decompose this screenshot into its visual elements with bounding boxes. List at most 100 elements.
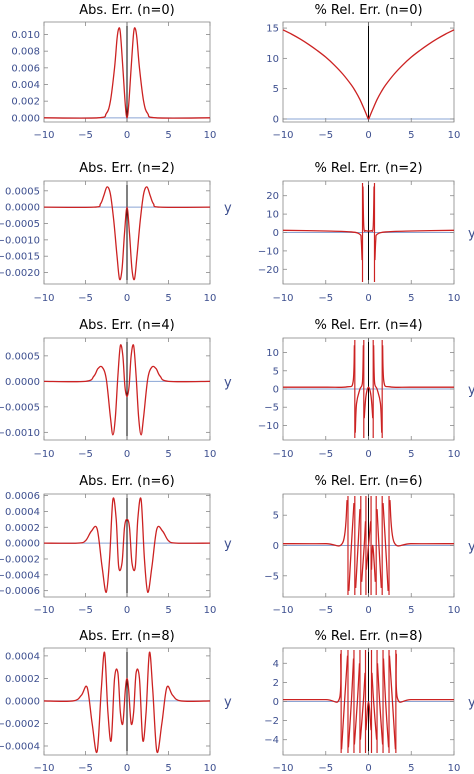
- chart-abs-n4-xtick-label: −5: [78, 449, 93, 460]
- chart-abs-n2-xtick-label: 5: [165, 293, 171, 304]
- chart-rel-n4-title: % Rel. Err. (n=4): [314, 318, 422, 333]
- chart-abs-n0-ytick-label: 0.010: [11, 30, 40, 41]
- chart-rel-n6: % Rel. Err. (n=6) −10 −5 0 5 10 5 0 −5 y: [264, 474, 474, 616]
- chart-abs-n8-xtick-label: 5: [165, 763, 171, 774]
- chart-rel-n2-ytick-label: 10: [266, 210, 279, 221]
- chart-rel-n8-ytick-label: 2: [273, 678, 279, 689]
- chart-rel-n4-xtick-label: 10: [448, 449, 461, 460]
- chart-abs-n0-xtick-label: 0: [124, 130, 130, 141]
- chart-rel-n6-xtick-label: 10: [448, 605, 461, 616]
- chart-abs-n6-series-line: [43, 497, 211, 593]
- chart-abs-n0-xtick-label: −10: [33, 130, 54, 141]
- chart-abs-n2-ytick-label: −0.0010: [0, 235, 40, 246]
- chart-rel-n8-xtick-label: 5: [408, 763, 414, 774]
- chart-rel-n4-xtick-label: −10: [272, 449, 293, 460]
- chart-rel-n8-ytick-label: 0: [273, 697, 279, 708]
- chart-rel-n6-xtick-label: −5: [318, 605, 333, 616]
- chart-rel-n4-xtick-label: 0: [365, 449, 371, 460]
- chart-abs-n8-ytick-label: 0.0000: [5, 696, 40, 707]
- chart-abs-n8-xtick-label: −5: [78, 763, 93, 774]
- chart-abs-n8-xtick-label: 0: [124, 763, 130, 774]
- chart-rel-n2-series-line: [282, 186, 455, 261]
- chart-rel-n2-xtick-label: 0: [365, 293, 371, 304]
- chart-rel-n0-xtick-label: −10: [272, 130, 293, 141]
- chart-rel-n0-ytick-label: 15: [266, 24, 279, 35]
- chart-rel-n8: % Rel. Err. (n=8) −10 −5 0 5 10 4 2 0 −2 −4 y: [264, 629, 474, 774]
- chart-abs-n4-x-axis-label: y: [224, 375, 232, 390]
- chart-abs-n2-ytick-label: −0.0005: [0, 219, 40, 230]
- chart-abs-n8: Abs. Err. (n=8) −10 −5 0 5 10 0.0004 0.0002 0.00…: [0, 629, 232, 774]
- chart-rel-n6-xtick-label: −10: [272, 605, 293, 616]
- chart-abs-n6-ytick-label: 0.0004: [5, 507, 40, 518]
- chart-rel-n2-xtick-label: 5: [408, 293, 414, 304]
- chart-abs-n0-xtick-label: −5: [78, 130, 93, 141]
- chart-abs-n2-ytick-label: 0.0005: [5, 186, 40, 197]
- chart-abs-n6-x-axis-label: y: [224, 537, 232, 552]
- chart-abs-n8-series-line: [43, 651, 211, 754]
- chart-rel-n6-title: % Rel. Err. (n=6): [314, 474, 422, 489]
- chart-rel-n2: % Rel. Err. (n=2) −10 −5 0 5 10 20 10 0 −10 −20 y: [258, 161, 474, 304]
- chart-abs-n6-title: Abs. Err. (n=6): [79, 474, 174, 489]
- chart-rel-n4-ytick-label: 5: [273, 366, 279, 377]
- chart-rel-n4: % Rel. Err. (n=4) −10 −5 0 5 10 10 5 0 −5 −10 y: [258, 318, 474, 460]
- chart-abs-n2-series-line: [43, 186, 211, 281]
- chart-rel-n6-ytick-label: −5: [264, 571, 279, 582]
- chart-abs-n4-ytick-label: −0.0010: [0, 428, 40, 439]
- chart-rel-n8-ytick-label: −4: [264, 735, 279, 746]
- chart-abs-n6-xtick-label: 0: [124, 605, 130, 616]
- chart-rel-n2-xtick-label: −10: [272, 293, 293, 304]
- chart-abs-n6-ytick-label: −0.0006: [0, 586, 40, 597]
- chart-rel-n4-xtick-label: 5: [408, 449, 414, 460]
- chart-rel-n6-x-axis-label: y: [468, 540, 474, 555]
- chart-abs-n6: Abs. Err. (n=6) −10 −5 0 5 10 0.0006 0.0004 0.00…: [0, 474, 232, 616]
- chart-rel-n2-xtick-label: 10: [448, 293, 461, 304]
- chart-abs-n8-title: Abs. Err. (n=8): [79, 629, 174, 644]
- chart-abs-n0-ytick-label: 0.004: [11, 80, 40, 91]
- chart-abs-n2-ytick-label: −0.0015: [0, 252, 40, 263]
- chart-abs-n8-xtick-label: 10: [204, 763, 217, 774]
- chart-abs-n4: Abs. Err. (n=4) −10 −5 0 5 10 0.0005 0.0000 −0.0…: [0, 318, 232, 460]
- chart-rel-n0-ytick-label: 10: [266, 54, 279, 65]
- chart-abs-n6-xtick-label: −10: [33, 605, 54, 616]
- chart-abs-n4-xtick-label: 10: [204, 449, 217, 460]
- chart-abs-n8-ytick-label: 0.0004: [5, 651, 40, 662]
- chart-rel-n4-x-axis-label: y: [468, 383, 474, 398]
- chart-abs-n4-xtick-label: 5: [165, 449, 171, 460]
- chart-abs-n4-ytick-label: −0.0005: [0, 402, 40, 413]
- chart-rel-n4-ytick-label: −10: [258, 421, 279, 432]
- chart-abs-n8-xtick-label: −10: [33, 763, 54, 774]
- chart-abs-n8-ytick-label: −0.0004: [0, 741, 40, 752]
- chart-abs-n4-xtick-label: 0: [124, 449, 130, 460]
- chart-rel-n6-ytick-label: 5: [273, 511, 279, 522]
- chart-rel-n6-xtick-label: 5: [408, 605, 414, 616]
- chart-rel-n8-xtick-label: −10: [272, 763, 293, 774]
- chart-abs-n2-x-axis-label: y: [224, 201, 232, 216]
- chart-abs-n4-ytick-label: 0.0005: [5, 351, 40, 362]
- chart-abs-n0-title: Abs. Err. (n=0): [79, 3, 174, 18]
- chart-rel-n8-xtick-label: −5: [318, 763, 333, 774]
- chart-abs-n6-ytick-label: −0.0002: [0, 554, 40, 565]
- chart-abs-n0-ytick-label: 0.000: [11, 113, 40, 124]
- chart-rel-n0-xtick-label: 5: [408, 130, 414, 141]
- chart-abs-n2-ytick-label: 0.0000: [5, 203, 40, 214]
- chart-abs-n0: Abs. Err. (n=0) −10 −5 0 5 10 0.000 0.002 0.004 0…: [11, 3, 216, 141]
- chart-rel-n8-title: % Rel. Err. (n=8): [314, 629, 422, 644]
- chart-rel-n8-x-axis-label: y: [468, 696, 474, 711]
- chart-rel-n8-ytick-label: 4: [273, 659, 279, 670]
- chart-abs-n2-xtick-label: −5: [78, 293, 93, 304]
- chart-rel-n4-ytick-label: −5: [264, 403, 279, 414]
- chart-abs-n0-xtick-label: 5: [165, 130, 171, 141]
- chart-abs-n0-xtick-label: 10: [204, 130, 217, 141]
- chart-rel-n8-ytick-label: −2: [264, 716, 279, 727]
- chart-abs-n8-ytick-label: −0.0002: [0, 719, 40, 730]
- chart-rel-n0-title: % Rel. Err. (n=0): [314, 3, 422, 18]
- chart-rel-n4-xtick-label: −5: [318, 449, 333, 460]
- chart-abs-n4-series-line: [43, 344, 211, 436]
- chart-rel-n2-title: % Rel. Err. (n=2): [314, 161, 422, 176]
- chart-abs-n6-ytick-label: −0.0004: [0, 570, 40, 581]
- chart-rel-n8-xtick-label: 0: [365, 763, 371, 774]
- chart-abs-n6-ytick-label: 0.0006: [5, 491, 40, 502]
- chart-abs-n4-xtick-label: −10: [33, 449, 54, 460]
- chart-abs-n6-ytick-label: 0.0000: [5, 539, 40, 550]
- chart-abs-n2-xtick-label: −10: [33, 293, 54, 304]
